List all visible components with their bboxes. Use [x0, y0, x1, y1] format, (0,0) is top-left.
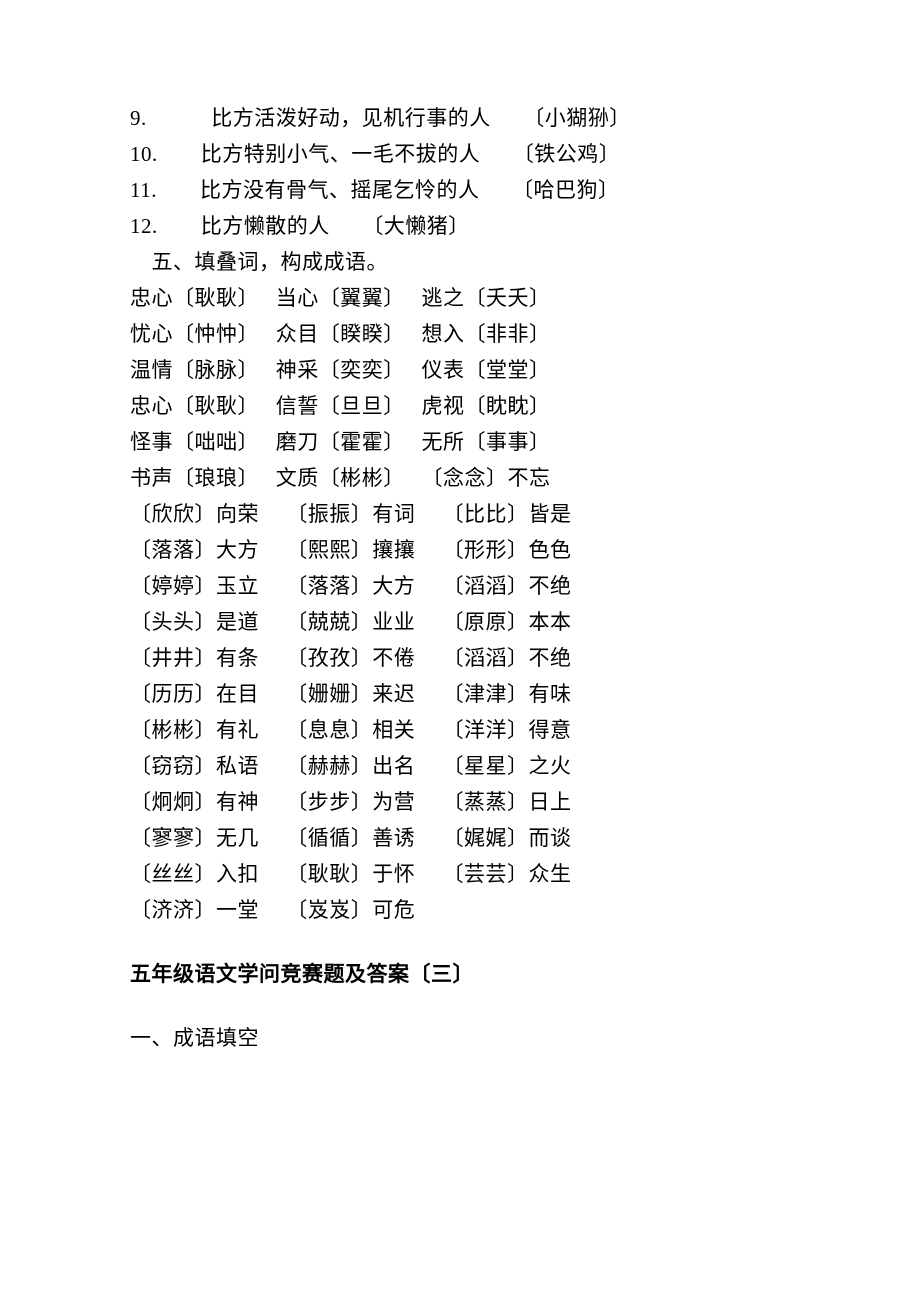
idiom-row: 〔历历〕在目 〔姗姗〕来迟 〔津津〕有味	[130, 676, 820, 712]
item-number: 11.	[130, 178, 157, 202]
list-item: 12. 比方懒散的人 〔大懒猪〕	[130, 208, 820, 244]
idiom-row: 〔彬彬〕有礼 〔息息〕相关 〔洋洋〕得意	[130, 712, 820, 748]
idiom-row: 〔落落〕大方 〔熙熙〕攘攘 〔形形〕色色	[130, 532, 820, 568]
item-number: 12.	[130, 214, 158, 238]
idiom-row: 忠心〔耿耿〕 信誓〔旦旦〕 虎视〔眈眈〕	[130, 388, 820, 424]
idiom-row: 〔寥寥〕无几 〔循循〕善诱 〔娓娓〕而谈	[130, 820, 820, 856]
list-item: 11. 比方没有骨气、摇尾乞怜的人 〔哈巴狗〕	[130, 172, 820, 208]
idiom-row: 〔井井〕有条 〔孜孜〕不倦 〔滔滔〕不绝	[130, 640, 820, 676]
list-item: 10. 比方特别小气、一毛不拔的人 〔铁公鸡〕	[130, 136, 820, 172]
idiom-row: 〔窃窃〕私语 〔赫赫〕出名 〔星星〕之火	[130, 748, 820, 784]
list-item: 9. 比方活泼好动，见机行事的人 〔小猢狲〕	[130, 100, 820, 136]
heading: 五年级语文学问竞赛题及答案〔三〕	[130, 956, 820, 992]
idiom-row: 忠心〔耿耿〕 当心〔翼翼〕 逃之〔夭夭〕	[130, 280, 820, 316]
idiom-row: 怪事〔咄咄〕 磨刀〔霍霍〕 无所〔事事〕	[130, 424, 820, 460]
spacer	[130, 992, 820, 1020]
idiom-row: 〔婷婷〕玉立 〔落落〕大方 〔滔滔〕不绝	[130, 568, 820, 604]
item-text: 比方懒散的人 〔大懒猪〕	[201, 214, 470, 238]
item-number: 9.	[130, 106, 147, 130]
document-page: 9. 比方活泼好动，见机行事的人 〔小猢狲〕 10. 比方特别小气、一毛不拔的人…	[0, 0, 920, 1302]
section-title: 五、填叠词，构成成语。	[130, 244, 820, 280]
idiom-row: 〔丝丝〕入扣 〔耿耿〕于怀 〔芸芸〕众生	[130, 856, 820, 892]
sub-heading: 一、成语填空	[130, 1020, 820, 1056]
idiom-row: 书声〔琅琅〕 文质〔彬彬〕 〔念念〕不忘	[130, 460, 820, 496]
spacer	[130, 928, 820, 956]
item-number: 10.	[130, 142, 158, 166]
idiom-row: 忧心〔忡忡〕 众目〔睽睽〕 想入〔非非〕	[130, 316, 820, 352]
idiom-row: 〔炯炯〕有神 〔步步〕为营 〔蒸蒸〕日上	[130, 784, 820, 820]
item-text: 比方没有骨气、摇尾乞怜的人 〔哈巴狗〕	[200, 178, 620, 202]
idiom-row: 〔济济〕一堂 〔岌岌〕可危	[130, 892, 820, 928]
item-text: 比方活泼好动，见机行事的人 〔小猢狲〕	[211, 106, 631, 130]
idiom-row: 〔欣欣〕向荣 〔振振〕有词 〔比比〕皆是	[130, 496, 820, 532]
idiom-row: 温情〔脉脉〕 神采〔奕奕〕 仪表〔堂堂〕	[130, 352, 820, 388]
idiom-row: 〔头头〕是道 〔兢兢〕业业 〔原原〕本本	[130, 604, 820, 640]
item-text: 比方特别小气、一毛不拔的人 〔铁公鸡〕	[201, 142, 621, 166]
